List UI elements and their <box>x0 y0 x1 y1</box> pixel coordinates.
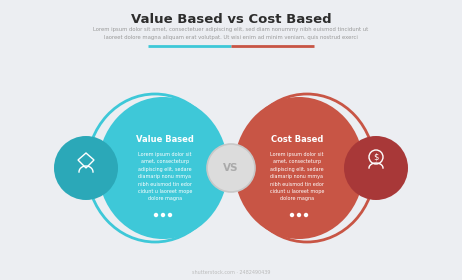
Text: $: $ <box>373 153 379 162</box>
Circle shape <box>304 213 308 217</box>
Text: Value Based vs Cost Based: Value Based vs Cost Based <box>131 13 331 26</box>
Circle shape <box>154 213 158 217</box>
Text: laoreet dolore magna aliquam erat volutpat. Ut wisi enim ad minim veniam, quis n: laoreet dolore magna aliquam erat volutp… <box>104 35 358 40</box>
Text: Value Based: Value Based <box>136 136 194 144</box>
Circle shape <box>168 213 172 217</box>
Text: shutterstock.com · 2482490439: shutterstock.com · 2482490439 <box>192 270 270 275</box>
Circle shape <box>344 136 408 200</box>
Circle shape <box>290 213 294 217</box>
Circle shape <box>207 144 255 192</box>
Text: Cost Based: Cost Based <box>271 136 323 144</box>
Text: Lorem ipsum dolor sit
amet, consecteturp
adipiscing elit, sedare
diamarip nonu m: Lorem ipsum dolor sit amet, consecteturp… <box>270 152 324 201</box>
Text: Lorem ipsum dolor sit
amet, consecteturp
adipiscing elit, sedare
diamarip nonu m: Lorem ipsum dolor sit amet, consecteturp… <box>138 152 192 201</box>
Text: VS: VS <box>223 163 239 173</box>
Text: Lorem ipsum dolor sit amet, consectetuer adipiscing elit, sed diam nonummy nibh : Lorem ipsum dolor sit amet, consectetuer… <box>93 27 369 32</box>
Circle shape <box>54 136 118 200</box>
Circle shape <box>297 213 301 217</box>
Ellipse shape <box>234 97 364 239</box>
Ellipse shape <box>98 97 228 239</box>
Circle shape <box>161 213 165 217</box>
